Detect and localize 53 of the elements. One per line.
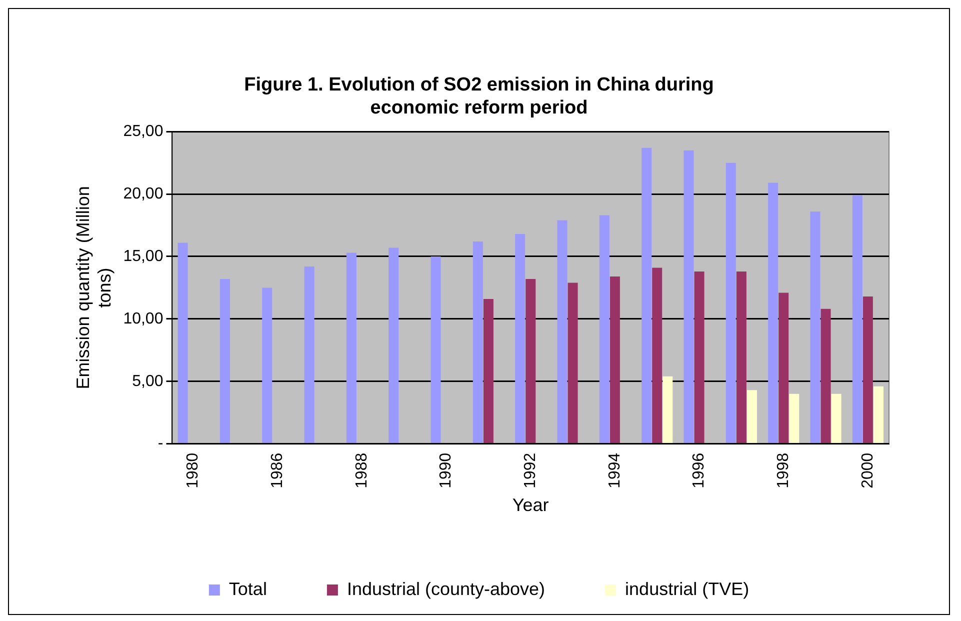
- bar: [483, 298, 494, 444]
- legend-label: Industrial (county-above): [346, 578, 546, 599]
- x-tick-label: 1988: [353, 452, 370, 488]
- bar: [726, 162, 736, 444]
- y-tick-label: 10,00: [123, 310, 164, 328]
- bar: [789, 394, 800, 444]
- x-tick-label: 2000: [859, 452, 876, 488]
- bar: [526, 278, 536, 444]
- x-axis-title: Year: [512, 495, 549, 516]
- bar: [820, 308, 831, 444]
- bar: [346, 252, 356, 444]
- bar: [262, 288, 272, 444]
- bar: [768, 182, 778, 444]
- y-tick-label: 25,00: [123, 123, 164, 140]
- bar: [472, 241, 483, 444]
- x-tick-label: 1996: [690, 452, 708, 488]
- bar: [746, 390, 757, 444]
- legend-label: industrial (TVE): [625, 578, 750, 599]
- y-axis-title: Emission quantity (Million tons): [72, 186, 114, 390]
- bar: [568, 282, 578, 444]
- bar: [557, 220, 568, 444]
- bar: [873, 386, 884, 444]
- legend-label: Total: [228, 578, 267, 599]
- x-tick-label: 1990: [438, 452, 455, 488]
- bar: [599, 215, 610, 444]
- bar: [694, 271, 704, 444]
- bar: [430, 256, 441, 444]
- bar: [178, 242, 188, 444]
- bar: [810, 212, 820, 444]
- bar: [862, 296, 873, 444]
- x-tick-label: 1986: [269, 452, 286, 488]
- y-tick-label: 20,00: [123, 185, 164, 202]
- x-tick-label: 1994: [606, 452, 624, 488]
- bar: [388, 248, 399, 444]
- bar: [652, 268, 662, 444]
- bar: [304, 266, 314, 444]
- bar: [220, 278, 230, 444]
- bar: [515, 234, 526, 444]
- bar: [831, 394, 842, 444]
- x-tick-label: 1992: [522, 452, 540, 488]
- chart-title: Figure 1. Evolution of SO2 emission in China during economic reform period: [244, 74, 714, 118]
- y-tick-label: -: [158, 435, 164, 452]
- y-tick-label: 5,00: [132, 372, 164, 390]
- bar: [642, 148, 652, 444]
- bar: [778, 292, 789, 444]
- bar: [852, 195, 862, 444]
- bar: [610, 276, 620, 444]
- x-tick-label: 1980: [184, 452, 202, 488]
- bar: [684, 150, 694, 444]
- bar: [736, 271, 746, 444]
- y-tick-label: 15,00: [123, 248, 164, 265]
- bar: [662, 376, 673, 444]
- x-tick-label: 1998: [775, 452, 792, 488]
